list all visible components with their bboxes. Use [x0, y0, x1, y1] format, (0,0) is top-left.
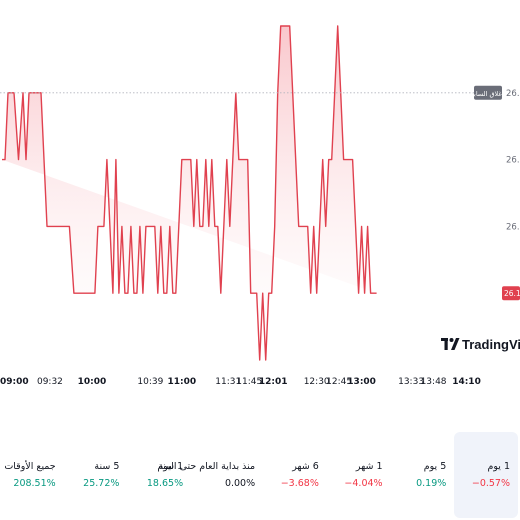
- period-label: منذ بداية العام حتى اليوم: [157, 461, 256, 472]
- period-change: 208.51%: [13, 478, 56, 489]
- period-label: 5 سنة: [94, 461, 120, 472]
- x-tick-label: 14:10: [452, 377, 481, 387]
- x-tick-label: 11:45: [236, 377, 262, 387]
- period-tab[interactable]: 5 يوم 0.19%: [391, 432, 455, 518]
- x-tick-label: 10:39: [137, 377, 163, 387]
- x-tick-label: 12:45: [326, 377, 352, 387]
- x-tick-label: 13:33: [398, 377, 424, 387]
- period-tab[interactable]: منذ بداية العام حتى اليوم 0.00%: [157, 432, 263, 518]
- x-tick-label: 11:31: [215, 377, 241, 387]
- x-tick-label: 09:00: [0, 377, 29, 387]
- plot-area: [2, 25, 377, 361]
- x-tick-label: 13:00: [347, 377, 376, 387]
- period-label: 1 سنة: [158, 461, 184, 472]
- period-label: جميع الأوقات: [4, 461, 56, 472]
- period-tab[interactable]: جميع الأوقات 208.51%: [0, 432, 64, 518]
- period-tab[interactable]: 1 سنة 18.65%: [127, 432, 191, 518]
- period-change: −3.68%: [280, 478, 319, 489]
- x-tick-label: 09:32: [37, 377, 63, 387]
- previous-close-value: 26.30: [506, 89, 520, 99]
- tradingview-watermark[interactable]: TradingView: [441, 337, 520, 352]
- tradingview-logo-icon: [441, 338, 460, 350]
- x-axis: 09:00 09:32 10:00 10:39 11:00 11:3111:4512:01…: [0, 377, 481, 387]
- x-tick-label: 10:00: [78, 377, 107, 387]
- period-change: 0.00%: [224, 478, 256, 489]
- y-tick-label: 26.25: [506, 156, 520, 166]
- previous-close-label-badge: [474, 85, 502, 100]
- price-area-fill: [2, 26, 377, 360]
- x-tick-label: 13:48: [421, 377, 447, 387]
- y-tick-label: 26.20: [506, 222, 520, 232]
- period-tab[interactable]: 5 سنة 25.72%: [64, 432, 128, 518]
- period-change: −4.04%: [344, 478, 383, 489]
- period-label: 1 يوم: [487, 461, 510, 472]
- previous-close-label: الإغلاق السابق: [469, 90, 508, 98]
- period-change: 0.19%: [416, 478, 447, 489]
- period-tab[interactable]: 1 يوم −0.57%: [454, 432, 518, 518]
- period-tab[interactable]: 1 شهر −4.04%: [327, 432, 391, 518]
- x-tick-label: 12:30: [304, 377, 330, 387]
- x-tick-label: 12:01: [259, 377, 288, 387]
- last-price-label: 26.15: [504, 289, 520, 298]
- x-tick-label: 11:00: [167, 377, 196, 387]
- last-price-badge: [502, 286, 520, 301]
- price-series-line: [2, 25, 377, 361]
- period-label: 6 شهر: [292, 461, 319, 472]
- period-change: 25.72%: [83, 478, 120, 489]
- period-performance-row: 1 يوم −0.57% 5 يوم 0.19% 1 شهر −4.04% 6 شهر −3.…: [0, 432, 520, 518]
- period-change: 18.65%: [146, 478, 184, 489]
- tradingview-wordmark: TradingView: [462, 337, 520, 352]
- y-axis: 26.25 26.20 26.15: [502, 156, 520, 301]
- period-label: 5 يوم: [423, 461, 447, 472]
- period-tab[interactable]: 6 شهر −3.68%: [263, 432, 327, 518]
- period-change: −0.57%: [471, 478, 510, 489]
- period-label: 1 شهر: [355, 461, 383, 472]
